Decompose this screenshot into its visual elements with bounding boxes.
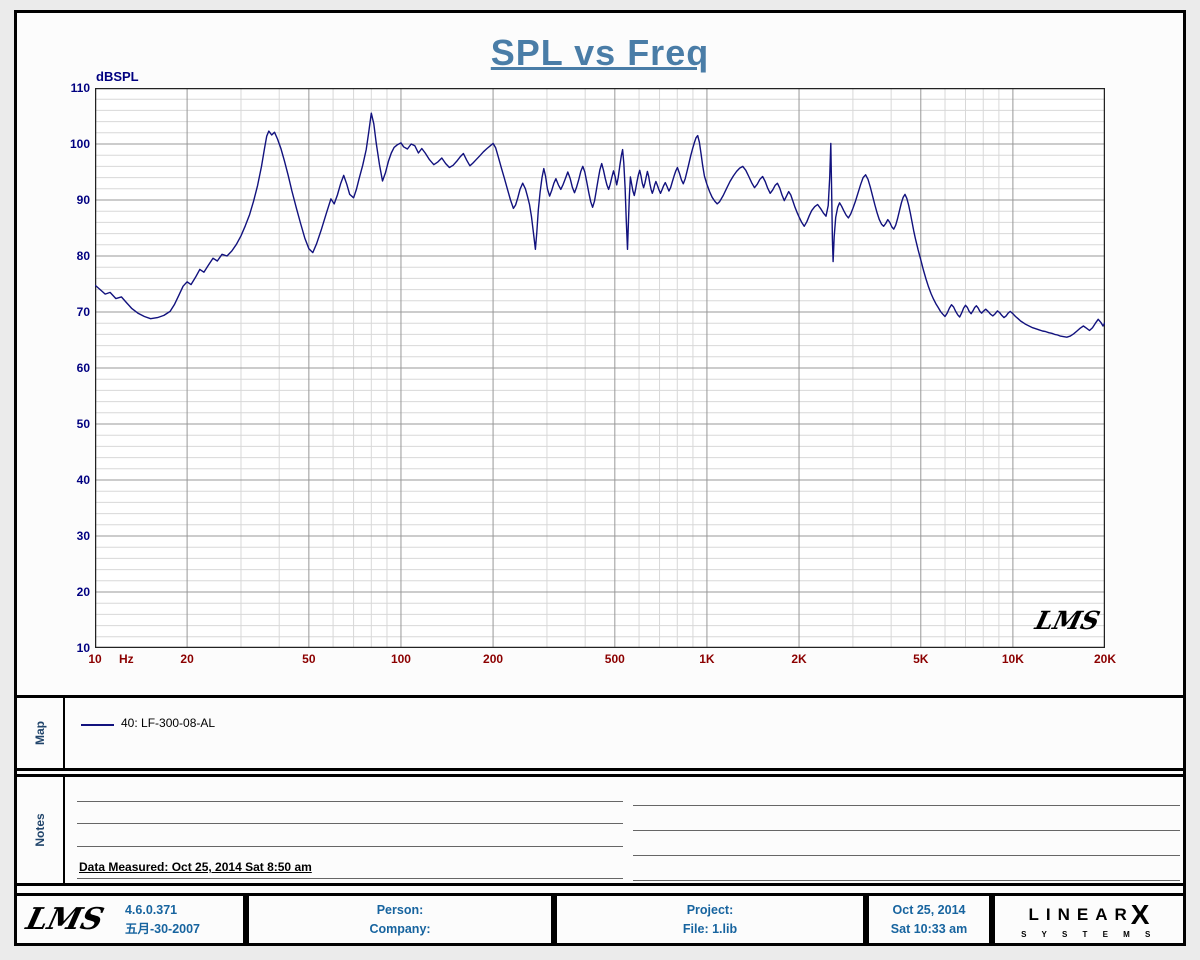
footer-brand-cell: LINEAR X S Y S T E M S (992, 893, 1186, 946)
lms-watermark-logo: LMS (1032, 606, 1103, 636)
y-tick-label: 90 (76, 193, 90, 207)
notes-section: Notes Data Measured: Oct 25, 2014 Sat 8:… (14, 774, 1186, 886)
notes-side-strip: Notes (17, 777, 65, 883)
footer-time: Sat 10:33 am (890, 921, 968, 936)
x-tick-label: 5K (913, 652, 929, 666)
y-axis-title: dBSPL (96, 69, 139, 84)
y-tick-label: 10 (76, 641, 90, 655)
footer-person-cell: Person: Company: (246, 893, 554, 946)
y-tick-label: 60 (76, 361, 90, 375)
person-label: Person: (376, 903, 424, 918)
page-title: SPL vs Freq (490, 32, 710, 73)
notes-rule-line (77, 846, 623, 847)
linearx-logo: LINEAR X (1028, 898, 1150, 930)
legend-curve-swatch (81, 724, 114, 726)
y-tick-label: 20 (76, 585, 90, 599)
x-tick-label: 1K (699, 652, 715, 666)
x-tick-label: 200 (483, 652, 504, 666)
brand-x-text: X (1130, 898, 1150, 930)
company-label: Company: (369, 921, 431, 936)
notes-section-label: Notes (33, 813, 47, 847)
x-tick-label: 20 (180, 652, 194, 666)
footer-date-cell: Oct 25, 2014 Sat 10:33 am (866, 893, 992, 946)
x-tick-label: 50 (302, 652, 316, 666)
notes-rule-line (633, 855, 1180, 856)
project-label: Project: (686, 903, 734, 918)
x-tick-label: 10K (1001, 652, 1024, 666)
lms-script-text: LMS (1032, 606, 1103, 635)
x-tick-label: 10 (88, 652, 102, 666)
brand-linear-text: LINEAR (1028, 905, 1134, 924)
y-tick-label: 50 (76, 417, 90, 431)
x-axis-unit-label: Hz (119, 652, 134, 666)
notes-rule-line (633, 830, 1180, 831)
app-version-date: 五月-30-2007 (124, 921, 201, 936)
brand-systems-text: S Y S T E M S (1021, 929, 1157, 939)
notes-rule-line (77, 878, 623, 879)
data-measured-text: Data Measured: Oct 25, 2014 Sat 8:50 am (79, 860, 312, 874)
map-section-label: Map (33, 721, 47, 745)
x-tick-label: 2K (791, 652, 807, 666)
notes-rule-line (77, 823, 623, 824)
notes-rule-line (633, 880, 1180, 881)
y-tick-label: 110 (70, 81, 90, 95)
x-tick-label: 100 (390, 652, 411, 666)
file-label: File: 1.lib (682, 921, 738, 936)
notes-rule-line (633, 805, 1180, 806)
map-section: Map 40: LF-300-08-AL (14, 695, 1186, 771)
legend-entry: 40: LF-300-08-AL (121, 716, 216, 730)
footer-app-cell: LMS 4.6.0.371 五月-30-2007 (14, 893, 246, 946)
footer-date: Oct 25, 2014 (892, 903, 966, 918)
y-tick-label: 100 (69, 137, 90, 151)
x-tick-label: 20K (1093, 652, 1116, 666)
app-version: 4.6.0.371 (124, 903, 178, 918)
x-tick-label: 500 (604, 652, 625, 666)
y-tick-label: 80 (76, 249, 90, 263)
y-tick-label: 30 (76, 529, 90, 543)
footer-project-cell: Project: File: 1.lib (554, 893, 866, 946)
lms-footer-logo: LMS (22, 902, 108, 937)
notes-rule-line (77, 801, 623, 802)
y-tick-label: 40 (76, 473, 90, 487)
spl-vs-freq-plot (95, 88, 1105, 648)
y-tick-label: 70 (76, 305, 90, 319)
map-side-strip: Map (17, 698, 65, 768)
